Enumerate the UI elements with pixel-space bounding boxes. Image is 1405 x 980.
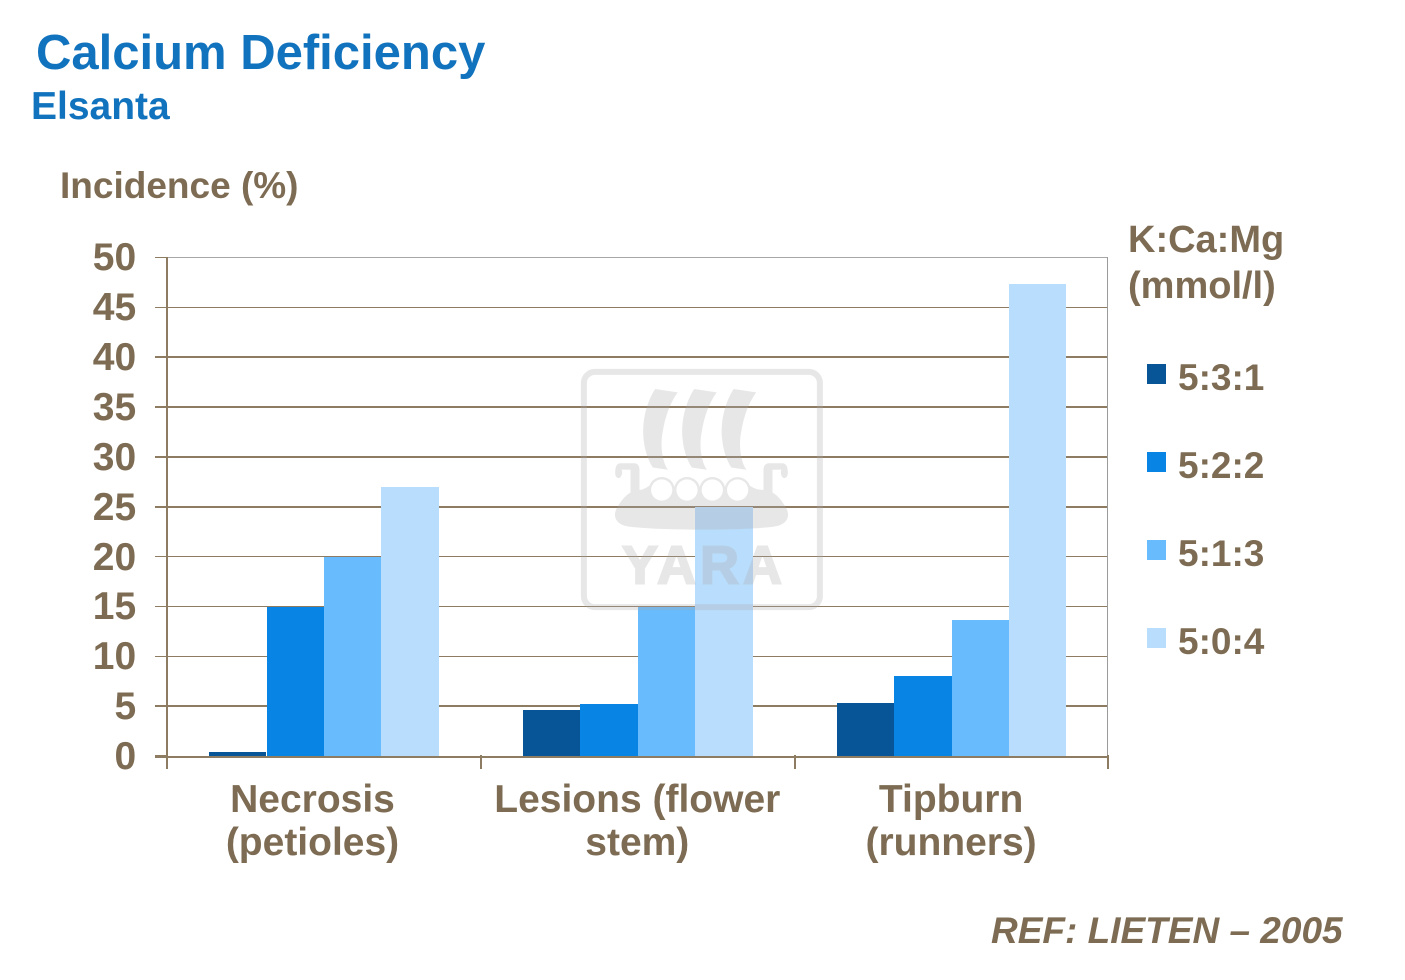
svg-text:YARA: YARA: [622, 536, 786, 596]
